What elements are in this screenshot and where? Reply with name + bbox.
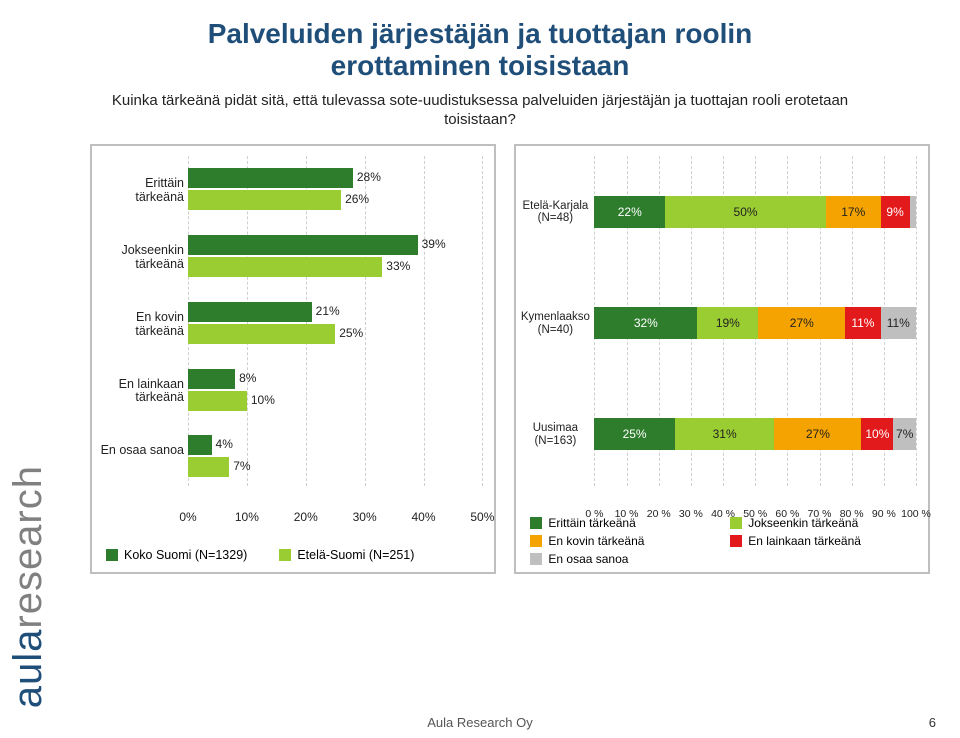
- segment: 25%: [594, 418, 674, 450]
- ycategory-label: Jokseenkin tärkeänä: [98, 244, 184, 272]
- legend-item: En kovin tärkeänä: [530, 534, 718, 548]
- segment: 22%: [594, 196, 665, 228]
- ycategory-label: En kovin tärkeänä: [98, 311, 184, 339]
- bar-value-label: 39%: [422, 237, 446, 251]
- segment: 50%: [665, 196, 826, 228]
- segment: 7%: [893, 418, 916, 450]
- charts-row: 28%26%39%33%21%25%8%10%4%7% 0%10%20%30%4…: [90, 144, 930, 574]
- bar: 10%: [188, 391, 247, 411]
- chart-left: 28%26%39%33%21%25%8%10%4%7% 0%10%20%30%4…: [90, 144, 496, 574]
- swatch: [530, 553, 542, 565]
- title-line-2: erottaminen toisistaan: [331, 50, 630, 81]
- legend-item: Etelä-Suomi (N=251): [279, 548, 414, 562]
- bar-value-label: 28%: [357, 170, 381, 184]
- bar: 25%: [188, 324, 335, 344]
- brand-research: research: [6, 465, 50, 629]
- ycategory-label: Etelä-Karjala(N=48): [520, 200, 590, 225]
- legend-label: En osaa sanoa: [548, 552, 628, 566]
- swatch: [106, 549, 118, 561]
- segment: 27%: [758, 307, 845, 339]
- stacked-row: 25%31%27%10%7%: [594, 418, 916, 450]
- segment: 11%: [881, 307, 916, 339]
- footer-text: Aula Research Oy: [427, 715, 533, 730]
- legend-item: En osaa sanoa: [530, 552, 718, 566]
- segment: 31%: [675, 418, 775, 450]
- ycategory-label: Uusimaa(N=163): [520, 422, 590, 447]
- segment: 32%: [594, 307, 697, 339]
- segment: 9%: [881, 196, 910, 228]
- subtitle: Kuinka tärkeänä pidät sitä, että tulevas…: [90, 92, 870, 130]
- stacked-row: 22%50%17%9%: [594, 196, 916, 228]
- plot-left: 28%26%39%33%21%25%8%10%4%7% 0%10%20%30%4…: [188, 156, 482, 486]
- page-title: Palveluiden järjestäjän ja tuottajan roo…: [30, 18, 930, 82]
- xtick: 0%: [179, 510, 196, 524]
- bar-value-label: 8%: [239, 371, 256, 385]
- gridline: [424, 156, 425, 486]
- title-line-1: Palveluiden järjestäjän ja tuottajan roo…: [208, 18, 753, 49]
- stacked-row: 32%19%27%11%11%: [594, 307, 916, 339]
- gridline: [916, 156, 917, 486]
- bar: 7%: [188, 457, 229, 477]
- chart-right: 22%50%17%9%32%19%27%11%11%25%31%27%10%7%…: [514, 144, 930, 574]
- bar-value-label: 7%: [233, 459, 250, 473]
- bar-value-label: 4%: [216, 437, 233, 451]
- legend-item: Koko Suomi (N=1329): [106, 548, 247, 562]
- footer: Aula Research Oy: [0, 715, 960, 730]
- title-block: Palveluiden järjestäjän ja tuottajan roo…: [30, 18, 930, 82]
- legend-label: Erittäin tärkeänä: [548, 516, 635, 530]
- gridline: [482, 156, 483, 486]
- plot-right: 22%50%17%9%32%19%27%11%11%25%31%27%10%7%…: [594, 156, 916, 486]
- bar: 21%: [188, 302, 312, 322]
- bar-value-label: 26%: [345, 192, 369, 206]
- legend-label: Koko Suomi (N=1329): [124, 548, 247, 562]
- xtick: 10%: [235, 510, 259, 524]
- legend-label: En kovin tärkeänä: [548, 534, 644, 548]
- legend-label: Jokseenkin tärkeänä: [748, 516, 858, 530]
- xtick: 40%: [411, 510, 435, 524]
- page-number: 6: [929, 715, 936, 730]
- page: aularesearch Palveluiden järjestäjän ja …: [0, 0, 960, 738]
- swatch: [279, 549, 291, 561]
- bar: 4%: [188, 435, 212, 455]
- legend-item: Jokseenkin tärkeänä: [730, 516, 918, 530]
- segment-remainder: [910, 196, 916, 228]
- bar: 33%: [188, 257, 382, 277]
- legend-label: Etelä-Suomi (N=251): [297, 548, 414, 562]
- bar-value-label: 33%: [386, 259, 410, 273]
- segment: 19%: [697, 307, 758, 339]
- segment: 17%: [826, 196, 881, 228]
- xtick: 30%: [353, 510, 377, 524]
- segment: 27%: [774, 418, 861, 450]
- legend-item: Erittäin tärkeänä: [530, 516, 718, 530]
- legend-item: En lainkaan tärkeänä: [730, 534, 918, 548]
- bar-value-label: 10%: [251, 393, 275, 407]
- bar-value-label: 21%: [316, 304, 340, 318]
- bar: 39%: [188, 235, 418, 255]
- swatch: [530, 535, 542, 547]
- bar: 26%: [188, 190, 341, 210]
- ycategory-label: Erittäin tärkeänä: [98, 177, 184, 205]
- swatch: [730, 517, 742, 529]
- xtick: 50%: [470, 510, 494, 524]
- legend-right: Erittäin tärkeänä Jokseenkin tärkeänä En k…: [530, 516, 918, 566]
- swatch: [530, 517, 542, 529]
- ycategory-label: En osaa sanoa: [98, 444, 184, 458]
- segment: 11%: [845, 307, 880, 339]
- bar-value-label: 25%: [339, 326, 363, 340]
- brand-vertical: aularesearch: [6, 465, 51, 708]
- bar: 8%: [188, 369, 235, 389]
- ycategory-label: En lainkaan tärkeänä: [98, 378, 184, 406]
- swatch: [730, 535, 742, 547]
- legend-label: En lainkaan tärkeänä: [748, 534, 861, 548]
- legend-left: Koko Suomi (N=1329) Etelä-Suomi (N=251): [106, 548, 480, 562]
- xtick: 20%: [294, 510, 318, 524]
- ycategory-label: Kymenlaakso(N=40): [520, 311, 590, 336]
- brand-aula: aula: [6, 628, 50, 708]
- segment: 10%: [861, 418, 893, 450]
- bar: 28%: [188, 168, 353, 188]
